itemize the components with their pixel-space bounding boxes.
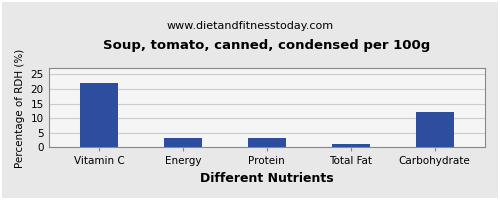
Y-axis label: Percentage of RDH (%): Percentage of RDH (%) xyxy=(15,48,25,168)
Bar xyxy=(332,144,370,147)
Bar xyxy=(416,112,454,147)
Text: www.dietandfitnesstoday.com: www.dietandfitnesstoday.com xyxy=(166,21,334,31)
X-axis label: Different Nutrients: Different Nutrients xyxy=(200,172,334,185)
Bar xyxy=(80,83,118,147)
Bar xyxy=(248,138,286,147)
Bar xyxy=(164,138,202,147)
Title: Soup, tomato, canned, condensed per 100g: Soup, tomato, canned, condensed per 100g xyxy=(103,39,430,52)
